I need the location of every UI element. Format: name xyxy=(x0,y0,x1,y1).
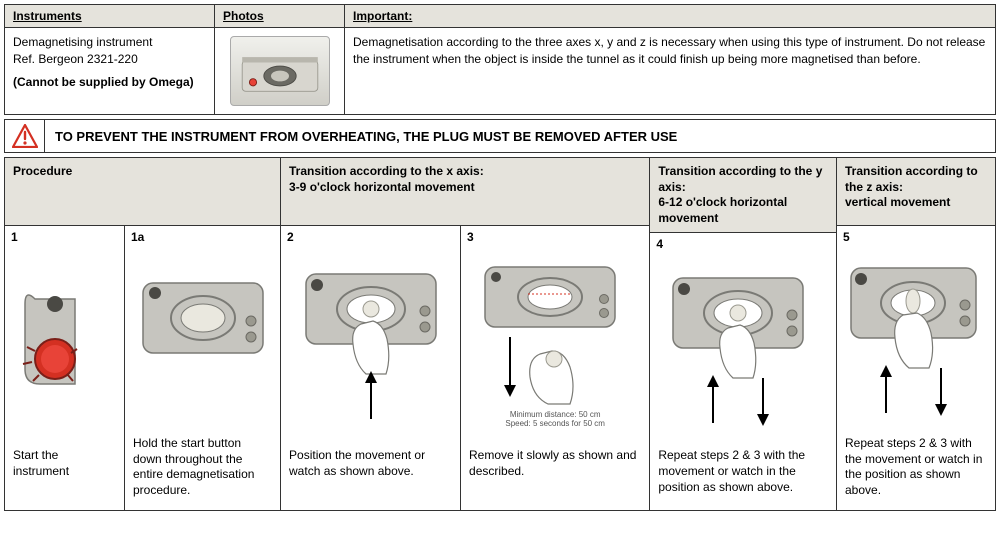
warning-triangle-icon xyxy=(12,124,38,148)
y-axis-header: Transition according to the y axis: 6-12… xyxy=(650,158,836,233)
warning-row: TO PREVENT THE INSTRUMENT FROM OVERHEATI… xyxy=(4,119,996,153)
warning-text: TO PREVENT THE INSTRUMENT FROM OVERHEATI… xyxy=(45,120,995,152)
z-axis-steps-row: 5 xyxy=(837,226,995,510)
step-2-caption: Position the movement or watch as shown … xyxy=(281,440,460,510)
photos-body xyxy=(215,28,344,114)
z-axis-column: Transition according to the z axis: vert… xyxy=(837,158,995,510)
procedure-table: Procedure 1 xyxy=(4,157,996,511)
important-column: Important: Demagnetisation according to … xyxy=(345,5,995,114)
step-3-note2: Speed: 5 seconds for 50 cm xyxy=(505,420,605,429)
z-axis-header: Transition according to the z axis: vert… xyxy=(837,158,995,226)
step-4-num: 4 xyxy=(650,233,836,255)
step-3-num: 3 xyxy=(461,226,649,248)
photos-column: Photos xyxy=(215,5,345,114)
step-5-image xyxy=(837,248,995,428)
step-5-caption: Repeat steps 2 & 3 with the movement or … xyxy=(837,428,995,510)
procedure-steps-row: 1 xyxy=(5,226,280,510)
instruments-header: Instruments xyxy=(5,5,214,28)
step-5-cell: 5 xyxy=(837,226,995,510)
step-4-caption: Repeat steps 2 & 3 with the movement or … xyxy=(650,440,836,510)
step-3-note: Minimum distance: 50 cm Speed: 5 seconds… xyxy=(505,411,605,429)
step-1-image xyxy=(5,248,124,440)
warning-icon-cell xyxy=(5,120,45,152)
step-4-cell: 4 xyxy=(650,233,836,510)
x-axis-column: Transition according to the x axis: 3-9 … xyxy=(281,158,650,510)
step-3-caption: Remove it slowly as shown and described. xyxy=(461,440,649,510)
x-axis-header: Transition according to the x axis: 3-9 … xyxy=(281,158,649,226)
procedure-column: Procedure 1 xyxy=(5,158,281,510)
instruments-body: Demagnetising instrument Ref. Bergeon 23… xyxy=(5,28,214,114)
step-2-image xyxy=(281,248,460,440)
x-axis-steps-row: 2 xyxy=(281,226,649,510)
top-info-table: Instruments Demagnetising instrument Ref… xyxy=(4,4,996,115)
step-5-num: 5 xyxy=(837,226,995,248)
y-axis-column: Transition according to the y axis: 6-12… xyxy=(650,158,837,510)
instrument-line3: (Cannot be supplied by Omega) xyxy=(13,74,206,91)
demagnetiser-photo xyxy=(230,36,330,106)
step-1-caption: Start the instrument xyxy=(5,440,124,510)
step-2-cell: 2 xyxy=(281,226,461,510)
photos-header: Photos xyxy=(215,5,344,28)
instrument-line2: Ref. Bergeon 2321-220 xyxy=(13,51,206,68)
step-3-image: Minimum distance: 50 cm Speed: 5 seconds… xyxy=(461,248,649,440)
instrument-line1: Demagnetising instrument xyxy=(13,34,206,51)
step-1a-num: 1a xyxy=(125,226,280,248)
important-header: Important: xyxy=(345,5,995,28)
y-axis-steps-row: 4 xyxy=(650,233,836,510)
instruments-column: Instruments Demagnetising instrument Ref… xyxy=(5,5,215,114)
step-4-image xyxy=(650,255,836,440)
step-1a-caption: Hold the start button down throughout th… xyxy=(125,428,280,510)
step-3-cell: 3 xyxy=(461,226,649,510)
step-1-num: 1 xyxy=(5,226,124,248)
step-1-cell: 1 xyxy=(5,226,125,510)
step-1a-cell: 1a Hold the start button down throughout… xyxy=(125,226,280,510)
step-2-num: 2 xyxy=(281,226,460,248)
step-1a-image xyxy=(125,248,280,428)
important-body: Demagnetisation according to the three a… xyxy=(345,28,995,114)
procedure-header: Procedure xyxy=(5,158,280,226)
